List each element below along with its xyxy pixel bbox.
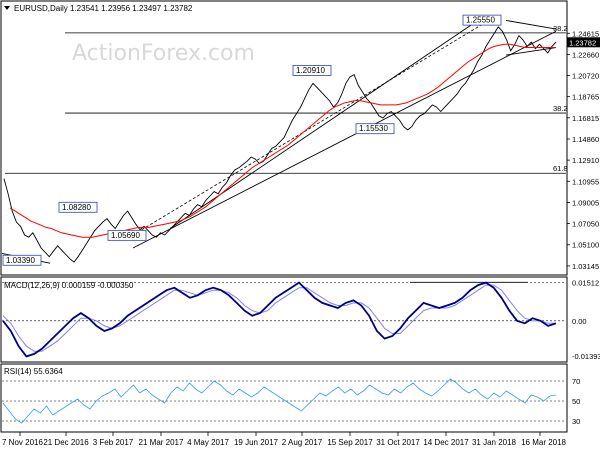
macd-y-tick-label: 0.00 xyxy=(572,317,587,326)
macd-series xyxy=(2,281,566,358)
channel-dashed-line xyxy=(132,15,497,236)
y-tick-label: 1.20720 xyxy=(572,71,599,80)
annotation-box xyxy=(462,14,502,26)
y-tick-label: 1.12910 xyxy=(572,156,599,165)
macd-y-tick-label: -0.01393 xyxy=(572,352,600,361)
x-tick-label: 19 Jun 2017 xyxy=(234,438,279,447)
x-tick-label: 31 Jan 2018 xyxy=(472,438,517,447)
y-tick-label: 1.05100 xyxy=(572,241,599,250)
price-series xyxy=(3,26,557,263)
annotation-1.08280: 1.08280 xyxy=(58,201,98,213)
y-tick-label: 1.18765 xyxy=(572,93,599,102)
x-tick-label: 16 Mar 2018 xyxy=(521,438,566,447)
annotation-box xyxy=(355,123,395,135)
price-annotations: 1.03390 1.08280 1.05690 1.20910 1.15530 1.255… xyxy=(2,14,502,266)
x-tick-label: 14 Dec 2017 xyxy=(423,438,469,447)
macd-panel-frame xyxy=(0,276,568,363)
annotation-1.03390: 1.03390 xyxy=(2,254,42,266)
annotation-1.25550: 1.25550 xyxy=(462,14,502,26)
rsi-y-tick-label: 30 xyxy=(572,417,580,426)
trendline xyxy=(505,47,557,56)
y-tick-label: 1.10955 xyxy=(572,177,599,186)
chart-menu-arrow-icon[interactable] xyxy=(4,6,10,10)
y-tick-label: 1.24615 xyxy=(572,29,599,38)
annotation-1.05690: 1.05690 xyxy=(107,229,147,241)
y-tick-label: 1.09005 xyxy=(572,198,599,207)
trendline xyxy=(132,30,557,249)
rsi-y-tick-label: 70 xyxy=(572,377,580,386)
current-price-label: 1.23782 xyxy=(569,38,596,47)
x-tick-label: 2 Aug 2017 xyxy=(282,438,323,447)
annotation-label: 1.15530 xyxy=(359,124,388,133)
watermark: ActionForex.com xyxy=(72,41,255,66)
rsi-line xyxy=(2,378,557,424)
x-tick-label: 4 May 2017 xyxy=(187,438,229,447)
macd-y-axis: 0.01512 0.00 -0.01393 xyxy=(572,278,600,361)
rsi-panel: RSI(14) 55.6364 70 50 30 xyxy=(0,363,580,433)
macd-signal-line xyxy=(2,284,556,352)
macd-panel: MACD(12,26,9) 0.000159 -0.000350 0.01512… xyxy=(0,276,600,363)
rsi-y-tick-label: 50 xyxy=(572,397,580,406)
annotation-box xyxy=(292,65,332,76)
y-tick-label: 1.22660 xyxy=(572,50,599,59)
price-panel-title: EURUSD,Daily 1.23541 1.23956 1.23497 1.2… xyxy=(14,4,193,13)
rsi-y-axis: 70 50 30 xyxy=(572,377,580,426)
macd-panel-title: MACD(12,26,9) 0.000159 -0.000350 xyxy=(4,281,134,290)
macd-line xyxy=(2,281,557,358)
x-tick-label: 21 Mar 2017 xyxy=(139,438,184,447)
trendline xyxy=(505,19,557,30)
x-tick-label: 21 Dec 2016 xyxy=(43,438,89,447)
fib-label: 61.8 xyxy=(553,164,568,173)
x-tick-label: 31 Oct 2017 xyxy=(376,438,420,447)
annotation-label: 1.20910 xyxy=(296,66,325,75)
y-tick-label: 1.07050 xyxy=(572,220,599,229)
annotation-1.20910: 1.20910 xyxy=(292,65,332,76)
price-y-axis: 1.24615 1.22660 1.20720 1.18765 1.16815 1.148… xyxy=(567,29,600,271)
annotation-box xyxy=(58,201,98,213)
annotation-label: 1.08280 xyxy=(62,203,91,212)
fib-label: 38.2 xyxy=(553,24,568,33)
y-tick-label: 1.16815 xyxy=(572,114,599,123)
price-line xyxy=(3,26,557,263)
price-panel: ActionForex.com EURUSD,Daily 1.23541 1.2… xyxy=(0,0,600,276)
macd-y-tick-label: 0.01512 xyxy=(572,278,599,287)
x-axis: 7 Nov 2016 21 Dec 2016 3 Feb 2017 21 Mar 20… xyxy=(2,432,567,447)
rsi-panel-title: RSI(14) 55.6364 xyxy=(4,367,63,376)
sma-line xyxy=(9,43,556,238)
rsi-series xyxy=(2,378,566,424)
current-price-box xyxy=(567,37,600,48)
annotation-label: 1.03390 xyxy=(6,256,35,265)
annotation-1.15530: 1.15530 xyxy=(355,123,395,135)
rsi-panel-frame xyxy=(0,363,568,433)
fib-label: 38.2 xyxy=(553,104,568,113)
x-tick-label: 3 Feb 2017 xyxy=(93,438,134,447)
annotation-label: 1.05690 xyxy=(111,231,140,240)
fibonacci-levels: 38.2 38.2 61.8 xyxy=(5,24,568,174)
x-tick-label: 7 Nov 2016 xyxy=(2,438,43,447)
annotation-label: 1.25550 xyxy=(466,16,495,25)
y-tick-label: 1.03145 xyxy=(572,262,599,271)
x-tick-label: 15 Sep 2017 xyxy=(327,438,373,447)
annotation-box xyxy=(2,254,42,266)
y-tick-label: 1.14860 xyxy=(572,135,599,144)
annotation-box xyxy=(107,229,147,241)
